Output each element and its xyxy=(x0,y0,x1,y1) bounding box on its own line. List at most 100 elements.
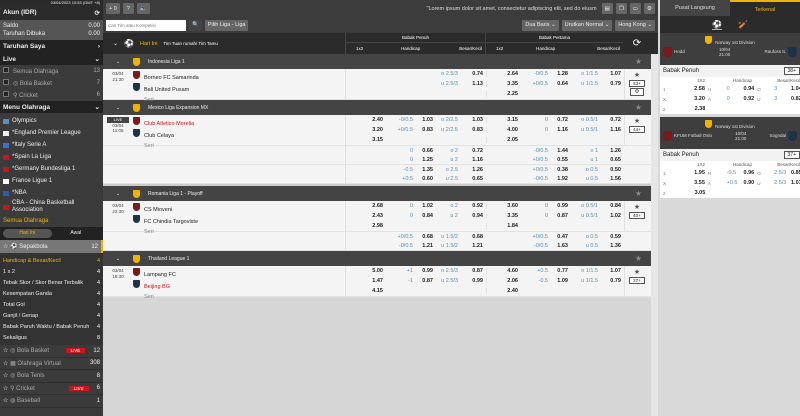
sort-dropdown[interactable]: Urutkan Normal ⌄ xyxy=(561,19,613,31)
odds-value[interactable]: 1.16 xyxy=(472,156,483,163)
home-team[interactable]: Lampang FC xyxy=(144,272,176,278)
odds-value[interactable]: 2.25 xyxy=(486,91,521,97)
odds-value[interactable]: 0.77 xyxy=(557,268,568,274)
league-header[interactable]: ⌄ Indonesia Liga 1 ★ xyxy=(103,54,651,69)
league-header[interactable]: ⌄ Romania Liga 1 - Playoff ★ xyxy=(103,186,651,201)
odds-value[interactable]: 0.87 xyxy=(422,278,433,284)
market-item[interactable]: Sekaligus 8 xyxy=(0,332,103,343)
odds-value[interactable]: 0.60 xyxy=(422,175,433,182)
sport-menu-item[interactable]: *Italy Serie A xyxy=(0,139,103,151)
odds-value[interactable]: 3.05 xyxy=(694,190,706,196)
bet-count-button[interactable]: + 0 xyxy=(106,3,120,14)
star-icon[interactable]: ★ xyxy=(634,103,643,112)
live-header[interactable]: Live ⌄ xyxy=(0,53,103,65)
view-dropdown[interactable]: Dua Baris ⌄ xyxy=(522,19,559,31)
odds-value[interactable]: 2.68 xyxy=(372,203,383,209)
sport-menu-item[interactable]: France Ligue 1 xyxy=(0,175,103,187)
odds-value[interactable]: 2.40 xyxy=(372,117,383,123)
more-markets-button[interactable]: 37+ xyxy=(783,151,800,159)
odds-value[interactable]: 3.20 xyxy=(694,96,705,102)
star-icon[interactable]: ☆ xyxy=(3,360,9,367)
sport-item[interactable]: ☆ ◍ Baseball 1 xyxy=(0,395,103,408)
market-item[interactable]: Ganjil / Genap 4 xyxy=(0,310,103,321)
display-button[interactable]: ▭ xyxy=(629,3,641,14)
more-markets-button[interactable]: 38+ xyxy=(783,67,800,75)
live-item[interactable]: Semua Olahraga 13 xyxy=(0,65,103,77)
market-item[interactable]: 1 x 2 4 xyxy=(0,266,103,277)
odds-value[interactable]: 0.74 xyxy=(472,71,483,77)
odds-value[interactable]: 0.66 xyxy=(422,147,433,154)
refresh-icon[interactable]: ⟳ xyxy=(94,9,100,17)
more-markets-button[interactable]: 40+ xyxy=(629,212,645,219)
league-header[interactable]: ⌄ Thailand League 1 ★ xyxy=(103,251,651,266)
odds-value[interactable]: 0.68 xyxy=(472,233,483,240)
market-item[interactable]: Total Gol 4 xyxy=(0,299,103,310)
sport-soccer[interactable]: ☆ ⚽ Sepakbola 12 xyxy=(0,240,103,253)
odds-value[interactable]: 1.07 xyxy=(610,268,621,274)
odds-value[interactable]: 0.94 xyxy=(472,213,483,219)
featured-match-card[interactable]: Norway 1st Division KFUM Fotball Oslo 10… xyxy=(660,117,800,198)
sport-item[interactable]: ☆ ◎ Bola Basket LIVE 12 xyxy=(0,345,103,358)
all-sports-link[interactable]: Semua Olahraga xyxy=(3,218,49,224)
chevron-down-icon[interactable]: ⌄ xyxy=(115,190,121,197)
odds-value[interactable]: 1.03 xyxy=(422,117,433,123)
sport-item[interactable]: ☆ ◎ Bola Tenis 8 xyxy=(0,370,103,383)
odds-value[interactable]: 5.00 xyxy=(372,268,383,274)
odds-value[interactable]: 0.72 xyxy=(472,147,483,154)
odds-value[interactable]: 3.35 xyxy=(486,81,521,87)
odds-value[interactable]: 0.72 xyxy=(557,117,568,123)
odds-value[interactable]: 3.60 xyxy=(486,203,521,209)
live-item[interactable]: ⚲ Cricket 6 xyxy=(0,89,103,101)
odds-value[interactable]: 0.68 xyxy=(422,233,433,240)
my-bets[interactable]: Taruhan Saya › xyxy=(0,40,103,53)
scrollbar[interactable] xyxy=(651,54,658,416)
sport-menu-item[interactable]: Olympics xyxy=(0,115,103,127)
odds-value[interactable]: 0.47 xyxy=(557,233,568,240)
star-icon[interactable]: ★ xyxy=(634,254,643,263)
odds-value[interactable]: 1.28 xyxy=(557,71,568,77)
odds-value[interactable]: 3.35 xyxy=(486,213,521,219)
help-button[interactable]: ? xyxy=(122,3,134,14)
odds-value[interactable]: 1.95 xyxy=(694,170,705,176)
odds-value[interactable]: 1.63 xyxy=(557,242,568,249)
odds-value[interactable]: 0.64 xyxy=(557,81,568,87)
star-icon[interactable]: ★ xyxy=(633,118,641,125)
odds-value[interactable]: 1.92 xyxy=(557,175,568,182)
star-icon[interactable]: ★ xyxy=(633,269,641,276)
chevron-down-icon[interactable]: ⌄ xyxy=(115,255,121,262)
sport-menu-item[interactable]: *NBA xyxy=(0,187,103,199)
refresh-odds-button[interactable]: ⟳ xyxy=(623,33,651,54)
chevron-down-icon[interactable]: ⌄ xyxy=(115,58,121,65)
odds-value[interactable]: 0.99 xyxy=(557,203,568,209)
select-league-button[interactable]: Pilih Liga - Liga xyxy=(204,19,249,31)
odds-value[interactable]: 0.94 xyxy=(743,86,755,92)
odds-value[interactable]: 0.87 xyxy=(557,213,568,219)
more-markets-button[interactable]: 37+ xyxy=(629,277,645,284)
odds-value[interactable]: 2.98 xyxy=(372,223,383,229)
odds-value[interactable]: 0.96 xyxy=(743,170,755,176)
odds-value[interactable]: 1.21 xyxy=(472,242,483,249)
odds-value[interactable]: 0.87 xyxy=(472,268,483,274)
league-header[interactable]: ⌄ Mexico Liga Expansion MX ★ xyxy=(103,100,651,115)
odds-value[interactable]: 1.26 xyxy=(472,166,483,173)
odds-value[interactable]: 2.05 xyxy=(486,137,521,143)
odds-value[interactable]: 0.65 xyxy=(472,175,483,182)
star-icon[interactable]: ☆ xyxy=(3,244,9,250)
away-team[interactable]: Beijing BG xyxy=(144,284,170,290)
star-icon[interactable]: ★ xyxy=(634,189,643,198)
star-icon[interactable]: ☆ xyxy=(3,385,9,392)
odds-value[interactable]: 0.90 xyxy=(743,180,755,186)
odds-value[interactable]: 0.65 xyxy=(610,156,621,163)
sound-button[interactable]: 🔈 xyxy=(136,3,150,14)
odds-value[interactable]: 4.60 xyxy=(486,268,521,274)
star-icon[interactable]: ★ xyxy=(634,57,643,66)
odds-value[interactable]: 0.92 xyxy=(472,203,483,209)
odds-value[interactable]: 3.55 xyxy=(694,180,705,186)
collapse-all-icon[interactable]: ⌄ xyxy=(113,41,119,47)
more-markets-button[interactable]: 53+ xyxy=(629,80,645,87)
cricket-icon[interactable]: 🏏 xyxy=(738,20,748,29)
odds-value[interactable]: 3.20 xyxy=(372,127,383,133)
odds-value[interactable]: 1.56 xyxy=(610,175,621,182)
settings-button[interactable]: ⚙ xyxy=(644,3,655,14)
search-input[interactable] xyxy=(106,19,186,31)
